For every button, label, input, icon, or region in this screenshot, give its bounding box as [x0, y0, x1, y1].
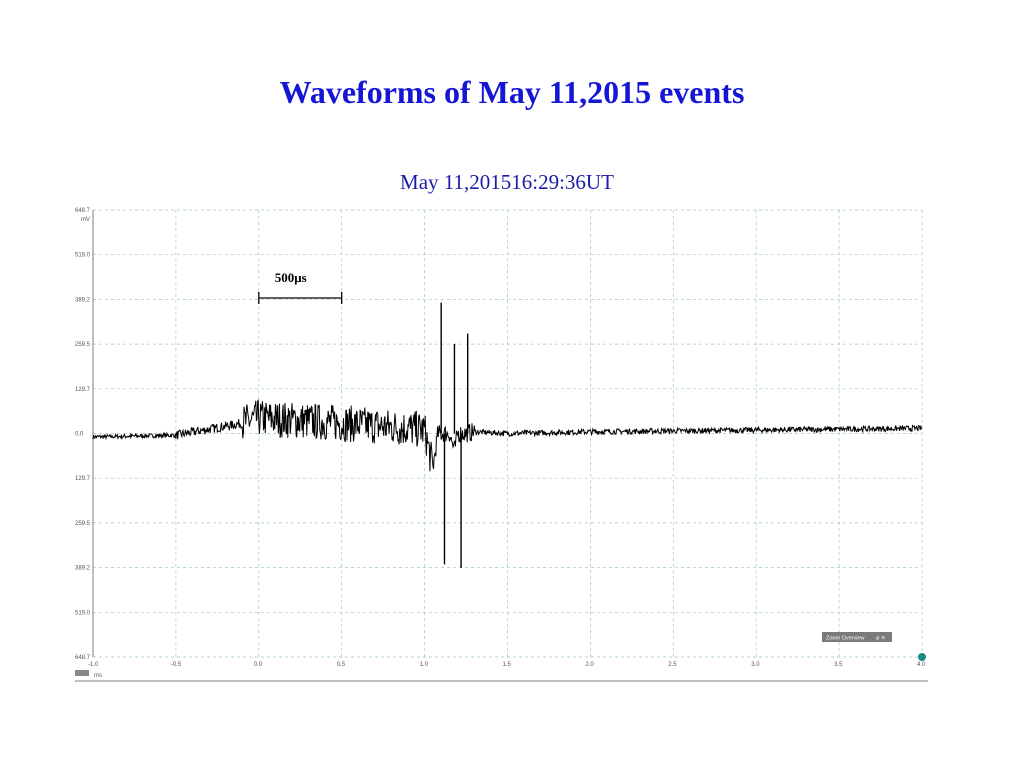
- x-axis-unit-badge: [75, 670, 89, 676]
- scale-bar: 500μs: [258, 270, 343, 304]
- x-tick-label: 3.0: [751, 662, 760, 668]
- y-tick-label: 129.7: [75, 476, 91, 482]
- y-tick-label: 129.7: [75, 387, 91, 393]
- y-tick-label: 648.7: [75, 655, 91, 661]
- zoom-overview-label: Zoom Overview: [826, 636, 865, 642]
- x-tick-label: -1.0: [88, 662, 99, 668]
- scale-bar-label: 500μs: [275, 270, 307, 285]
- cursor-handle[interactable]: [918, 653, 926, 661]
- x-tick-label: 2.5: [668, 662, 677, 668]
- waveform-chart: 648.7 519.0 389.2 259.5 129.7 0.0 129.7 259.5 38…: [75, 208, 928, 682]
- y-tick-label: 389.2: [75, 566, 91, 572]
- oscilloscope-panel: 648.7 519.0 389.2 259.5 129.7 0.0 129.7 259.5 38…: [70, 205, 930, 685]
- zoom-overview-controls: ø ✕: [876, 636, 886, 642]
- x-tick-label: 1.5: [503, 662, 512, 668]
- x-tick-labels: -1.0 -0.5 0.0 0.5 1.0 1.5 2.0 2.5 3.0 3.5 4.0: [88, 662, 926, 668]
- y-tick-label: 389.2: [75, 297, 91, 303]
- y-tick-label: 519.0: [75, 253, 91, 259]
- y-tick-label: 259.5: [75, 342, 91, 348]
- x-tick-label: 2.0: [585, 662, 594, 668]
- page-title: Waveforms of May 11,2015 events: [279, 74, 745, 110]
- x-tick-label: 3.5: [834, 662, 843, 668]
- x-tick-label: -0.5: [171, 662, 182, 668]
- x-tick-label: 4.0: [917, 662, 926, 668]
- y-axis-unit-label: mV: [81, 217, 90, 223]
- y-tick-labels: 648.7 519.0 389.2 259.5 129.7 0.0 129.7 259.5 38…: [75, 208, 91, 661]
- x-tick-label: 0.5: [337, 662, 346, 668]
- zoom-overview-background: [822, 632, 892, 642]
- grid: [92, 209, 923, 658]
- page-subtitle: May 11,201516:29:36UT: [400, 170, 614, 194]
- y-tick-label: 519.0: [75, 610, 91, 616]
- waveform-line: [92, 398, 923, 472]
- x-axis-unit-label: ms: [94, 673, 102, 679]
- x-tick-label: 0.0: [254, 662, 263, 668]
- waveform-trace: [92, 302, 923, 568]
- y-tick-label: 259.5: [75, 521, 91, 527]
- y-tick-label: 648.7: [75, 208, 91, 214]
- y-tick-label: 0.0: [75, 432, 84, 438]
- zoom-overview-button[interactable]: Zoom Overview ø ✕: [822, 632, 892, 642]
- x-tick-label: 1.0: [420, 662, 429, 668]
